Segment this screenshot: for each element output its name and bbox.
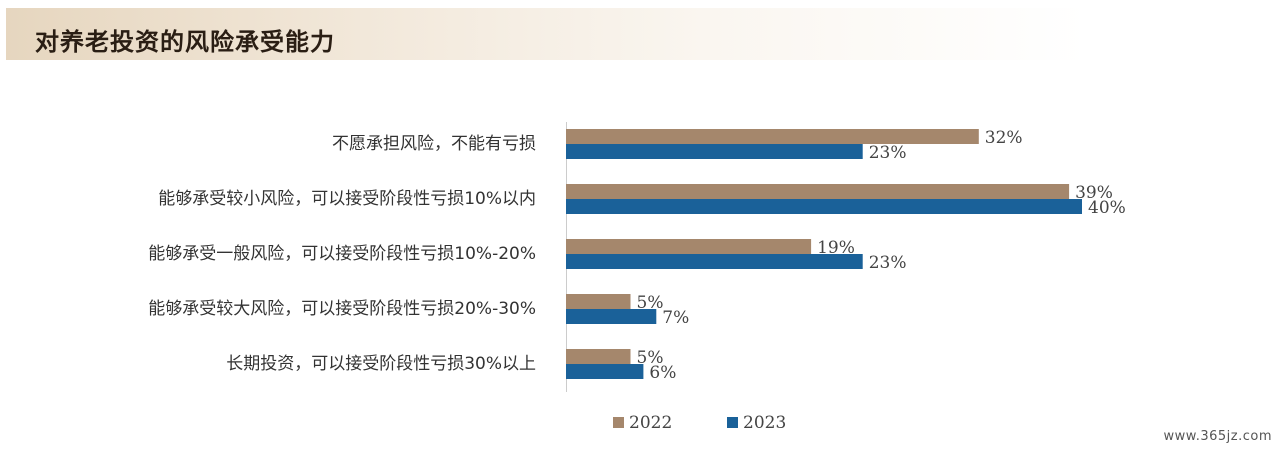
category-label: 能够承受一般风险，可以接受阶段性亏损10%-20% — [148, 244, 536, 264]
legend-label-2022: 2022 — [629, 413, 672, 433]
data-label-2022: 5% — [637, 293, 664, 313]
data-label-2023: 23% — [869, 143, 907, 163]
title-banner: 对养老投资的风险承受能力 — [6, 8, 1278, 60]
data-label-2022: 5% — [637, 348, 664, 368]
data-label-2022: 19% — [817, 238, 855, 258]
category-label: 能够承受较大风险，可以接受阶段性亏损20%-30% — [148, 299, 536, 319]
data-label-2023: 40% — [1088, 198, 1126, 218]
legend: 2022 2023 — [613, 413, 786, 433]
category-label: 能够承受较小风险，可以接受阶段性亏损10%以内 — [158, 189, 536, 209]
bar-2023 — [566, 364, 644, 379]
page-title: 对养老投资的风险承受能力 — [35, 28, 335, 56]
bar-2023 — [566, 199, 1082, 214]
data-label-2023: 6% — [649, 363, 676, 383]
bar-2023 — [566, 309, 657, 324]
bar-2023 — [566, 144, 863, 159]
bar-2022 — [566, 129, 979, 144]
bar-2022 — [566, 239, 812, 254]
data-label-2023: 7% — [662, 308, 689, 328]
bar-2023 — [566, 254, 863, 269]
data-label-2022: 39% — [1075, 183, 1113, 203]
bar-2022 — [566, 349, 631, 364]
category-label: 不愿承担风险，不能有亏损 — [332, 134, 536, 154]
data-label-2023: 23% — [869, 253, 907, 273]
legend-swatch-2023 — [727, 417, 738, 428]
data-label-2022: 32% — [985, 128, 1023, 148]
legend-swatch-2022 — [613, 417, 624, 428]
watermark-text: www.365jz.com — [1163, 429, 1272, 444]
plot-area: 不愿承担风险，不能有亏损 32% 23% 能够承受较小风险，可以接受阶段性亏损10%以… — [148, 122, 1126, 392]
bar-2022 — [566, 294, 631, 309]
legend-label-2023: 2023 — [743, 413, 786, 433]
bar-2022 — [566, 184, 1070, 199]
category-label: 长期投资，可以接受阶段性亏损30%以上 — [226, 354, 536, 374]
